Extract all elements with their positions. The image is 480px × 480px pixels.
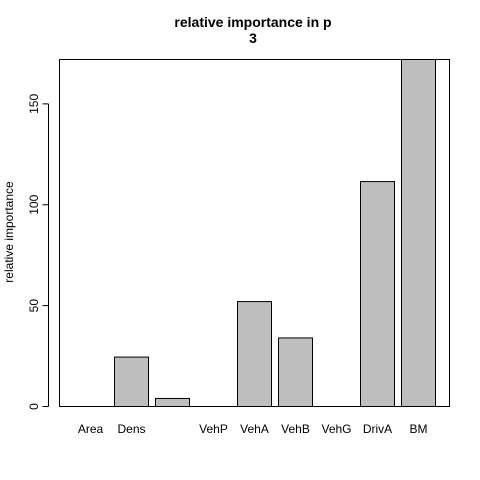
bar-dens (114, 356, 149, 407)
x-tick-label-bm: BM (410, 422, 428, 436)
bar-bm (401, 59, 436, 407)
y-axis-group: 0 50 100 150 (27, 94, 49, 410)
chart-title-line-1: relative importance in p (174, 14, 331, 30)
bar-driva (360, 181, 395, 407)
x-tick-label-veha: VehA (240, 422, 269, 436)
x-tick-label-vehb: VehB (281, 422, 310, 436)
y-tick-label-100: 100 (27, 194, 41, 214)
x-tick-label-vehp: VehP (199, 422, 228, 436)
x-tick-label-dens: Dens (117, 422, 145, 436)
bar-vehb (278, 337, 313, 408)
bars-group (114, 59, 436, 408)
y-tick-label-50: 50 (27, 299, 41, 313)
bar-unlabeled-2 (155, 397, 190, 408)
x-tick-labels-group: Area Dens VehP VehA VehB VehG DrivA BM (78, 422, 428, 436)
y-axis-label: relative importance (2, 181, 16, 283)
chart-title-line-2: 3 (249, 30, 257, 46)
x-tick-label-area: Area (78, 422, 104, 436)
y-tick-label-0: 0 (27, 403, 41, 410)
x-tick-label-vehg: VehG (321, 422, 351, 436)
y-tick-label-150: 150 (27, 94, 41, 114)
plot-frame (59, 59, 450, 407)
x-tick-label-driva: DrivA (363, 422, 392, 436)
bar-veha (237, 301, 272, 407)
